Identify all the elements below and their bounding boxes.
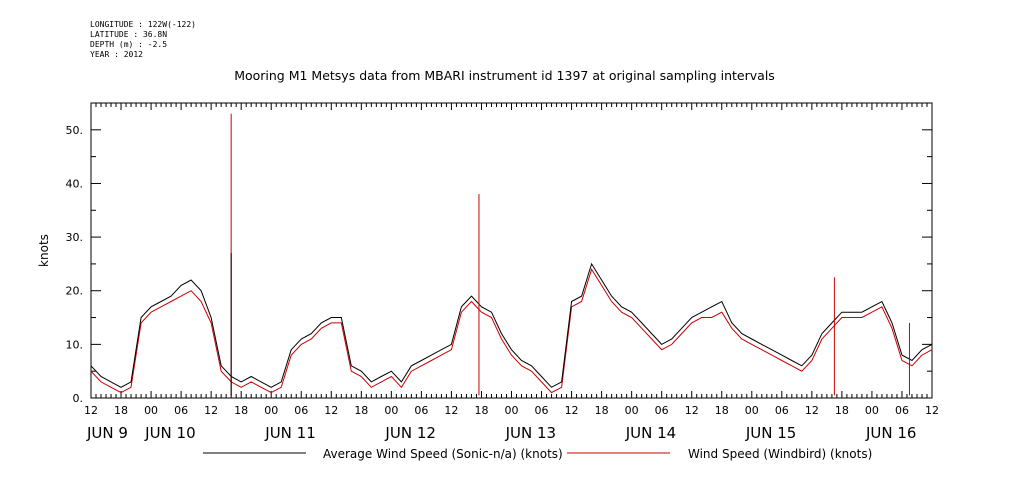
series-line-1 <box>90 262 933 388</box>
x-day-label: JUN 12 <box>384 424 435 442</box>
x-tick-label: 06 <box>895 404 909 417</box>
x-tick-label: 00 <box>865 404 879 417</box>
y-tick-label: 40. <box>66 177 84 190</box>
x-tick-label: 00 <box>625 404 639 417</box>
y-tick-label: 0. <box>73 392 84 405</box>
latitude-text: LATITUDE : 36.8N <box>90 30 168 39</box>
year-text: YEAR : 2012 <box>90 50 143 59</box>
x-tick-label: 06 <box>775 404 789 417</box>
chart-title: Mooring M1 Metsys data from MBARI instru… <box>234 68 775 83</box>
x-tick-label: 00 <box>384 404 398 417</box>
x-tick-label: 00 <box>144 404 158 417</box>
legend-label-1: Average Wind Speed (Sonic-n/a) (knots) <box>323 447 563 461</box>
x-tick-label: 06 <box>294 404 308 417</box>
x-day-label: JUN 11 <box>264 424 315 442</box>
series-lines <box>90 113 933 396</box>
metadata-header: LONGITUDE : 122W(-122) LATITUDE : 36.8N … <box>90 20 196 60</box>
x-tick-label: 12 <box>565 404 579 417</box>
x-day-label: JUN 9 <box>86 424 128 442</box>
legend-label-2: Wind Speed (Windbird) (knots) <box>688 447 872 461</box>
x-tick-label: 12 <box>685 404 699 417</box>
x-tick-label: 06 <box>174 404 188 417</box>
x-tick-label: 18 <box>114 404 128 417</box>
x-tick-label: 12 <box>324 404 338 417</box>
longitude-text: LONGITUDE : 122W(-122) <box>90 20 196 29</box>
x-tick-label: 12 <box>925 404 939 417</box>
x-tick-label: 18 <box>595 404 609 417</box>
x-tick-label: 12 <box>84 404 98 417</box>
x-day-label: JUN 13 <box>505 424 556 442</box>
y-tick-label: 20. <box>66 285 84 298</box>
x-tick-label: 06 <box>414 404 428 417</box>
series-line-2 <box>90 268 933 394</box>
x-tick-label: 12 <box>204 404 218 417</box>
x-tick-label: 12 <box>805 404 819 417</box>
x-day-label: JUN 14 <box>625 424 676 442</box>
depth-text: DEPTH (m) : -2.5 <box>90 40 168 49</box>
axes: 12 18 00 06 12 18 00 06 12 18 00 06 12 18 00 06 12 18 00 06… <box>37 102 939 442</box>
x-day-label: JUN 10 <box>144 424 195 442</box>
legend: Average Wind Speed (Sonic-n/a) (knots) Wi… <box>203 447 872 461</box>
x-tick-label: 18 <box>234 404 248 417</box>
x-tick-label: 12 <box>444 404 458 417</box>
y-axis-label: knots <box>37 234 51 267</box>
x-tick-label: 00 <box>264 404 278 417</box>
x-tick-label: 18 <box>474 404 488 417</box>
x-day-label: JUN 16 <box>865 424 916 442</box>
x-tick-label: 06 <box>655 404 669 417</box>
x-tick-label: 06 <box>535 404 549 417</box>
y-tick-label: 50. <box>66 124 84 137</box>
x-tick-label: 18 <box>715 404 729 417</box>
y-tick-label: 30. <box>66 231 84 244</box>
x-day-label: JUN 15 <box>745 424 796 442</box>
y-tick-label: 10. <box>66 338 84 351</box>
x-tick-label: 00 <box>505 404 519 417</box>
x-tick-label: 00 <box>745 404 759 417</box>
x-tick-label: 18 <box>354 404 368 417</box>
x-tick-label: 18 <box>835 404 849 417</box>
